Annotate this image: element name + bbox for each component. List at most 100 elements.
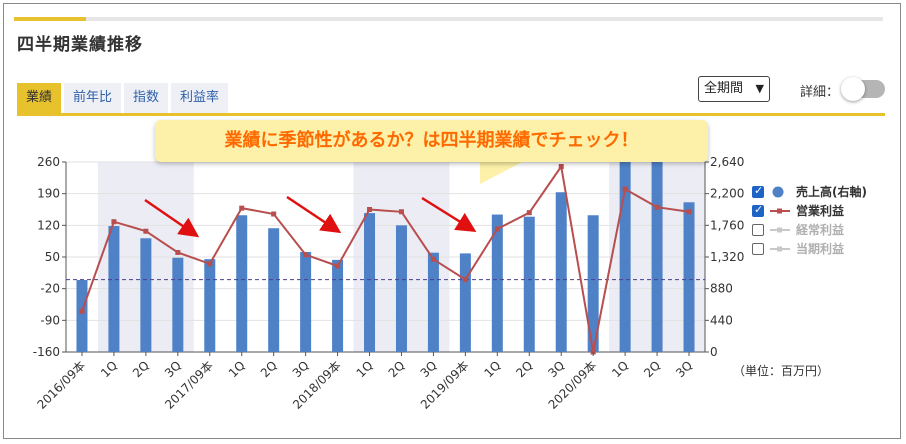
bar bbox=[364, 213, 376, 352]
unit-label: （単位：百万円） bbox=[733, 364, 830, 378]
x-tick-label: 1Q bbox=[98, 358, 120, 380]
legend-item-sales[interactable]: 売上高(右軸) bbox=[752, 183, 867, 200]
line-point bbox=[558, 164, 564, 170]
right-tick-label: 1,320 bbox=[710, 250, 744, 264]
bar bbox=[332, 259, 344, 352]
bar bbox=[651, 162, 663, 352]
line-point bbox=[398, 209, 404, 215]
line-point bbox=[654, 204, 660, 210]
x-tick-label: 2016/09本 bbox=[34, 358, 88, 412]
bar bbox=[76, 280, 88, 352]
legend-checkbox-net-profit[interactable] bbox=[752, 242, 764, 255]
line-point bbox=[111, 219, 117, 225]
left-tick-label: 50 bbox=[45, 250, 60, 264]
trend-arrow bbox=[421, 196, 477, 232]
line-marker-icon bbox=[770, 208, 790, 213]
x-tick-label: 1Q bbox=[354, 358, 376, 380]
trend-arrow bbox=[286, 195, 342, 234]
x-tick-label: 1Q bbox=[481, 358, 503, 380]
legend-item-operating-profit[interactable]: 営業利益 bbox=[752, 202, 867, 219]
bar bbox=[395, 225, 407, 352]
line-point bbox=[143, 228, 149, 234]
legend-label-sales: 売上高(右軸) bbox=[796, 185, 867, 199]
tab-margin[interactable]: 利益率 bbox=[171, 83, 229, 113]
bar bbox=[587, 215, 599, 352]
line-point bbox=[175, 249, 181, 255]
x-tick-label: 3Q bbox=[162, 358, 184, 380]
section-top-accent bbox=[14, 17, 86, 21]
bar bbox=[683, 202, 695, 352]
callout-text: 業績に季節性があるか？は四半期業績でチェック！ bbox=[224, 130, 639, 151]
x-tick-label: 2Q bbox=[130, 358, 152, 380]
left-tick-label: 260 bbox=[37, 155, 60, 169]
bar bbox=[523, 216, 535, 352]
line-point bbox=[79, 308, 85, 314]
line-point bbox=[462, 277, 468, 283]
line-point bbox=[271, 211, 277, 217]
tab-performance[interactable]: 業績 bbox=[17, 83, 62, 113]
tab-yoy[interactable]: 前年比 bbox=[64, 83, 122, 113]
right-tick-label: 2,200 bbox=[710, 187, 744, 201]
bar bbox=[555, 192, 567, 352]
left-tick-label: 120 bbox=[37, 218, 60, 232]
line-marker-icon bbox=[770, 227, 790, 232]
right-tick-label: 440 bbox=[710, 313, 733, 327]
legend-label-operating-profit: 営業利益 bbox=[796, 204, 845, 218]
legend-item-net-profit[interactable]: 当期利益 bbox=[752, 240, 867, 257]
legend-checkbox-operating-profit[interactable] bbox=[752, 203, 764, 217]
x-tick-label: 1Q bbox=[226, 358, 248, 380]
toggle-knob bbox=[841, 77, 865, 101]
bar bbox=[268, 228, 280, 352]
left-tick-label: -20 bbox=[40, 282, 60, 296]
x-tick-label: 2Q bbox=[641, 358, 663, 380]
chevron-down-icon: ▼ bbox=[755, 82, 764, 95]
legend-label-net-profit: 当期利益 bbox=[796, 242, 845, 256]
line-point bbox=[303, 252, 309, 258]
legend-item-ordinary-profit[interactable]: 経常利益 bbox=[752, 221, 867, 238]
legend-checkbox-ordinary-profit[interactable] bbox=[752, 223, 764, 236]
x-tick-label: 1Q bbox=[609, 358, 631, 380]
bar bbox=[300, 251, 312, 352]
section-top-rule bbox=[14, 17, 883, 21]
line-point bbox=[207, 261, 213, 267]
legend-checkbox-sales[interactable] bbox=[752, 184, 764, 198]
x-tick-label: 2Q bbox=[386, 358, 408, 380]
line-series bbox=[81, 163, 690, 353]
period-select-value: 全期間 bbox=[704, 81, 744, 96]
x-tick-label: 3Q bbox=[673, 358, 695, 380]
left-tick-label: -160 bbox=[33, 345, 60, 359]
x-tick-label: 2Q bbox=[513, 358, 535, 380]
bar bbox=[619, 162, 631, 352]
bar bbox=[204, 259, 216, 352]
line-point bbox=[622, 186, 628, 192]
section-title: 四半期業績推移 bbox=[17, 35, 143, 55]
x-tick-label: 3Q bbox=[545, 358, 567, 380]
line-point bbox=[335, 263, 341, 269]
right-tick-label: 0 bbox=[710, 345, 718, 359]
tab-underline bbox=[17, 113, 885, 116]
left-tick-label: 190 bbox=[37, 187, 60, 201]
x-tick-label: 3Q bbox=[290, 358, 312, 380]
trend-arrow bbox=[144, 198, 200, 238]
bar bbox=[427, 252, 439, 352]
detail-toggle[interactable] bbox=[841, 77, 885, 101]
right-tick-label: 880 bbox=[710, 282, 733, 296]
legend-label-ordinary-profit: 経常利益 bbox=[796, 223, 845, 237]
x-tick-label: 3Q bbox=[418, 358, 440, 380]
bar bbox=[459, 253, 471, 352]
line-point bbox=[430, 256, 436, 262]
line-point bbox=[686, 209, 692, 215]
left-tick-label: -90 bbox=[40, 313, 60, 327]
bar bbox=[108, 226, 120, 352]
right-tick-label: 1,760 bbox=[710, 218, 744, 232]
period-select[interactable]: 全期間 ▼ bbox=[698, 76, 770, 102]
line-point bbox=[494, 226, 500, 232]
callout-tail bbox=[480, 160, 526, 184]
tab-index[interactable]: 指数 bbox=[124, 83, 169, 113]
line-point bbox=[526, 210, 532, 216]
line-point bbox=[367, 207, 373, 212]
bar bbox=[236, 215, 248, 352]
chart-tabs: 業績 前年比 指数 利益率 bbox=[17, 83, 229, 113]
bar bbox=[140, 238, 152, 352]
